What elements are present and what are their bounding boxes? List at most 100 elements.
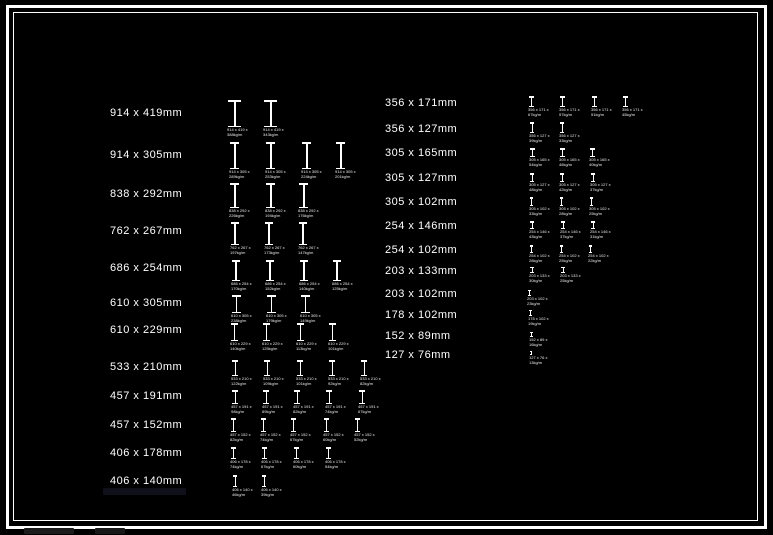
beam-web: [363, 362, 365, 375]
beam-web: [234, 392, 236, 403]
i-beam-section-glyph[interactable]: 686 x 254 x 125kg/m: [332, 260, 353, 290]
beam-size-label: 356 x 171mm: [385, 97, 458, 109]
i-beam-section-glyph[interactable]: 254 x 102 x 22kg/m: [588, 245, 609, 262]
i-beam-section-glyph[interactable]: 533 x 210 x 92kg/m: [328, 360, 349, 385]
i-beam-section-glyph[interactable]: 305 x 165 x 54kg/m: [529, 148, 550, 166]
i-beam-section-glyph[interactable]: 356 x 171 x 57kg/m: [559, 96, 580, 116]
i-beam-section-glyph[interactable]: 305 x 127 x 37kg/m: [590, 173, 611, 191]
i-beam-section-glyph[interactable]: 305 x 165 x 46kg/m: [559, 148, 580, 166]
i-beam-section-glyph[interactable]: 406 x 178 x 60kg/m: [293, 447, 314, 468]
i-beam-section-glyph[interactable]: 305 x 127 x 48kg/m: [529, 173, 550, 191]
i-beam-section-glyph[interactable]: 457 x 152 x 82kg/m: [230, 418, 251, 441]
i-beam-section-glyph[interactable]: 686 x 254 x 140kg/m: [299, 260, 320, 290]
i-beam-section-glyph[interactable]: 914 x 419 x 343kg/m: [263, 100, 284, 136]
i-beam-section-glyph[interactable]: 305 x 127 x 42kg/m: [559, 173, 580, 191]
i-beam-section-glyph[interactable]: 254 x 102 x 25kg/m: [559, 245, 580, 262]
beam-designation-label: 356 x 171 x 45kg/m: [622, 107, 643, 117]
beam-designation-label: 914 x 305 x 289kg/m: [229, 169, 250, 179]
beam-top-flange: [560, 197, 563, 199]
beam-top-flange: [264, 360, 270, 362]
i-beam-section-glyph[interactable]: 457 x 152 x 52kg/m: [354, 418, 375, 441]
i-beam-section-glyph[interactable]: 610 x 229 x 113kg/m: [296, 323, 317, 350]
i-beam-section-glyph[interactable]: 610 x 229 x 101kg/m: [328, 323, 349, 350]
i-beam-section-glyph[interactable]: 914 x 305 x 201kg/m: [335, 142, 356, 178]
i-beam-section-glyph[interactable]: 203 x 133 x 30kg/m: [529, 267, 550, 282]
i-beam-section-glyph[interactable]: 305 x 102 x 28kg/m: [559, 197, 580, 215]
i-beam-section-glyph[interactable]: 457 x 191 x 89kg/m: [262, 390, 283, 413]
beam-bottom-flange: [530, 228, 534, 229]
beam-web: [592, 175, 594, 181]
i-beam-section-glyph[interactable]: 406 x 178 x 74kg/m: [230, 447, 251, 468]
i-beam-section-glyph[interactable]: 356 x 171 x 45kg/m: [622, 96, 643, 116]
beam-designation-label: 762 x 267 x 147kg/m: [298, 245, 319, 255]
beam-top-flange: [231, 418, 236, 420]
beam-size-label: 914 x 419mm: [110, 107, 183, 119]
i-beam-section-glyph[interactable]: 914 x 305 x 253kg/m: [265, 142, 286, 178]
i-beam-section-glyph[interactable]: 838 x 292 x 176kg/m: [298, 183, 319, 217]
i-beam-section-glyph[interactable]: 533 x 210 x 82kg/m: [360, 360, 381, 385]
i-beam-section-glyph[interactable]: 610 x 305 x 149kg/m: [300, 295, 321, 322]
i-beam-section-glyph[interactable]: 152 x 89 x 16kg/m: [529, 332, 547, 346]
i-beam-section-glyph[interactable]: 406 x 140 x 46kg/m: [232, 475, 253, 496]
i-beam-section-glyph[interactable]: 203 x 102 x 23kg/m: [527, 290, 548, 305]
i-beam-section-glyph[interactable]: 457 x 152 x 67kg/m: [290, 418, 311, 441]
i-beam-section-glyph[interactable]: 305 x 102 x 33kg/m: [529, 197, 550, 215]
beam-top-flange: [590, 197, 593, 199]
i-beam-section-glyph[interactable]: 356 x 127 x 33kg/m: [559, 122, 580, 142]
beam-web: [233, 420, 234, 431]
beam-designation-label: 457 x 152 x 67kg/m: [290, 432, 311, 442]
i-beam-section-glyph[interactable]: 533 x 210 x 101kg/m: [296, 360, 317, 385]
i-beam-section-glyph[interactable]: 406 x 178 x 67kg/m: [261, 447, 282, 468]
i-beam-section-glyph[interactable]: 406 x 178 x 54kg/m: [325, 447, 346, 468]
i-beam-section-glyph[interactable]: 356 x 127 x 39kg/m: [529, 122, 550, 142]
i-beam-section-glyph[interactable]: 762 x 267 x 147kg/m: [298, 222, 319, 254]
i-beam-section-glyph[interactable]: 457 x 191 x 74kg/m: [325, 390, 346, 413]
i-beam-section-glyph[interactable]: 254 x 146 x 37kg/m: [560, 221, 581, 238]
i-beam-section-glyph[interactable]: 356 x 171 x 67kg/m: [528, 96, 549, 116]
i-beam-section-glyph[interactable]: 838 x 292 x 226kg/m: [229, 183, 250, 217]
i-beam-section-glyph[interactable]: 610 x 305 x 179kg/m: [266, 295, 287, 322]
i-beam-section-glyph[interactable]: 305 x 165 x 40kg/m: [589, 148, 610, 166]
beam-web: [328, 449, 329, 458]
i-beam-section-glyph[interactable]: 610 x 305 x 238kg/m: [231, 295, 252, 322]
i-beam-section-glyph[interactable]: 356 x 171 x 51kg/m: [591, 96, 612, 116]
i-beam-section-glyph[interactable]: 457 x 152 x 60kg/m: [323, 418, 344, 441]
i-beam-section-glyph[interactable]: 254 x 146 x 31kg/m: [590, 221, 611, 238]
i-beam-section-glyph[interactable]: 762 x 267 x 197kg/m: [230, 222, 251, 254]
i-beam-section-glyph[interactable]: 127 x 76 x 13kg/m: [529, 351, 547, 364]
beam-top-flange: [266, 260, 274, 262]
i-beam-section-glyph[interactable]: 254 x 146 x 43kg/m: [529, 221, 550, 238]
i-beam-section-glyph[interactable]: 914 x 305 x 224kg/m: [301, 142, 322, 178]
i-beam-section-glyph[interactable]: 686 x 254 x 170kg/m: [231, 260, 252, 290]
i-beam-section-glyph[interactable]: 533 x 210 x 109kg/m: [263, 360, 284, 385]
i-beam-section-glyph[interactable]: 838 x 292 x 194kg/m: [265, 183, 286, 217]
i-beam-section-glyph[interactable]: 254 x 102 x 28kg/m: [529, 245, 550, 262]
i-beam-section-glyph[interactable]: 406 x 140 x 39kg/m: [261, 475, 282, 496]
beam-designation-label: 686 x 254 x 152kg/m: [265, 281, 286, 291]
i-beam-section-glyph[interactable]: 178 x 102 x 19kg/m: [528, 310, 549, 325]
i-beam-section-glyph[interactable]: 457 x 191 x 67kg/m: [358, 390, 379, 413]
beam-bottom-flange: [264, 126, 277, 127]
i-beam-section-glyph[interactable]: 610 x 229 x 125kg/m: [262, 323, 283, 350]
beam-designation-label: 762 x 267 x 197kg/m: [230, 245, 251, 255]
i-beam-section-glyph[interactable]: 914 x 305 x 289kg/m: [229, 142, 250, 178]
i-beam-section-glyph[interactable]: 533 x 210 x 122kg/m: [231, 360, 252, 385]
i-beam-section-glyph[interactable]: 203 x 133 x 25kg/m: [560, 267, 581, 282]
beam-web: [265, 392, 267, 403]
beam-web: [562, 268, 564, 272]
beam-bottom-flange: [231, 244, 239, 245]
beam-designation-label: 457 x 191 x 82kg/m: [293, 404, 314, 414]
i-beam-section-glyph[interactable]: 457 x 152 x 74kg/m: [260, 418, 281, 441]
i-beam-section-glyph[interactable]: 686 x 254 x 152kg/m: [265, 260, 286, 290]
i-beam-section-glyph[interactable]: 610 x 229 x 140kg/m: [230, 323, 251, 350]
i-beam-section-glyph[interactable]: 305 x 102 x 25kg/m: [589, 197, 610, 215]
i-beam-section-glyph[interactable]: 914 x 419 x 388kg/m: [227, 100, 248, 136]
beam-top-flange: [336, 142, 345, 144]
beam-web: [233, 185, 236, 207]
i-beam-section-glyph[interactable]: 457 x 191 x 98kg/m: [231, 390, 252, 413]
beam-size-label: 610 x 229mm: [110, 324, 183, 336]
i-beam-section-glyph[interactable]: 762 x 267 x 173kg/m: [264, 222, 285, 254]
i-beam-section-glyph[interactable]: 457 x 191 x 82kg/m: [293, 390, 314, 413]
beam-size-label: 203 x 102mm: [385, 288, 458, 300]
